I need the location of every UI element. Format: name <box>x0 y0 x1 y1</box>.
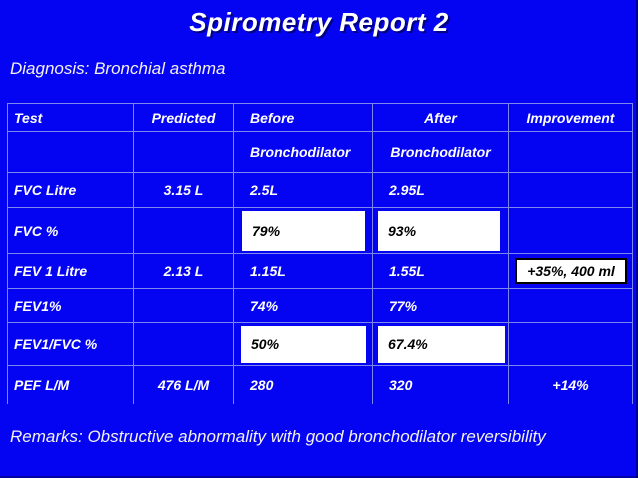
cell-before: 50% <box>234 323 373 366</box>
header2-test <box>8 132 134 173</box>
cell-after: 320 <box>373 366 509 404</box>
header-before: Before <box>234 104 373 132</box>
cell-predicted: 3.15 L <box>134 173 234 208</box>
cell-test: FEV1/FVC % <box>8 323 134 366</box>
cell-after: 67.4% <box>373 323 509 366</box>
cell-predicted: 2.13 L <box>134 254 234 289</box>
cell-test: FEV1% <box>8 289 134 323</box>
highlight-box: 79% <box>242 210 365 251</box>
cell-test: FEV 1 Litre <box>8 254 134 289</box>
highlight-box: 93% <box>378 210 500 251</box>
cell-improvement <box>509 289 633 323</box>
cell-test: FVC % <box>8 208 134 254</box>
cell-predicted <box>134 323 234 366</box>
spirometry-table: Test Predicted Before After Improvement … <box>7 103 633 404</box>
cell-improvement <box>509 208 633 254</box>
header-test: Test <box>8 104 134 132</box>
cell-predicted <box>134 208 234 254</box>
header2-predicted <box>134 132 234 173</box>
slide-right-edge <box>636 0 638 478</box>
cell-after: 77% <box>373 289 509 323</box>
cell-improvement: +35%, 400 ml <box>509 254 633 289</box>
cell-before: 79% <box>234 208 373 254</box>
highlight-box: 50% <box>241 325 366 363</box>
cell-improvement <box>509 173 633 208</box>
cell-improvement: +14% <box>509 366 633 404</box>
page-title: Spirometry Report 2 <box>189 7 449 37</box>
header2-before: Bronchodilator <box>234 132 373 173</box>
remarks-text: Remarks: Obstructive abnormality with go… <box>10 427 546 446</box>
cell-predicted: 476 L/M <box>134 366 234 404</box>
header-improvement: Improvement <box>509 104 633 132</box>
cell-before: 280 <box>234 366 373 404</box>
header-predicted: Predicted <box>134 104 234 132</box>
cell-after: 93% <box>373 208 509 254</box>
cell-test: PEF L/M <box>8 366 134 404</box>
cell-improvement <box>509 323 633 366</box>
header2-after: Bronchodilator <box>373 132 509 173</box>
cell-after: 2.95L <box>373 173 509 208</box>
cell-before: 1.15L <box>234 254 373 289</box>
cell-predicted <box>134 289 234 323</box>
diagnosis-text: Diagnosis: Bronchial asthma <box>10 59 226 78</box>
cell-before: 74% <box>234 289 373 323</box>
cell-test: FVC Litre <box>8 173 134 208</box>
cell-before: 2.5L <box>234 173 373 208</box>
cell-after: 1.55L <box>373 254 509 289</box>
header2-improvement <box>509 132 633 173</box>
slide-bottom-edge <box>0 476 638 478</box>
highlight-box: +35%, 400 ml <box>515 258 627 284</box>
highlight-box: 67.4% <box>378 325 505 363</box>
header-after: After <box>373 104 509 132</box>
